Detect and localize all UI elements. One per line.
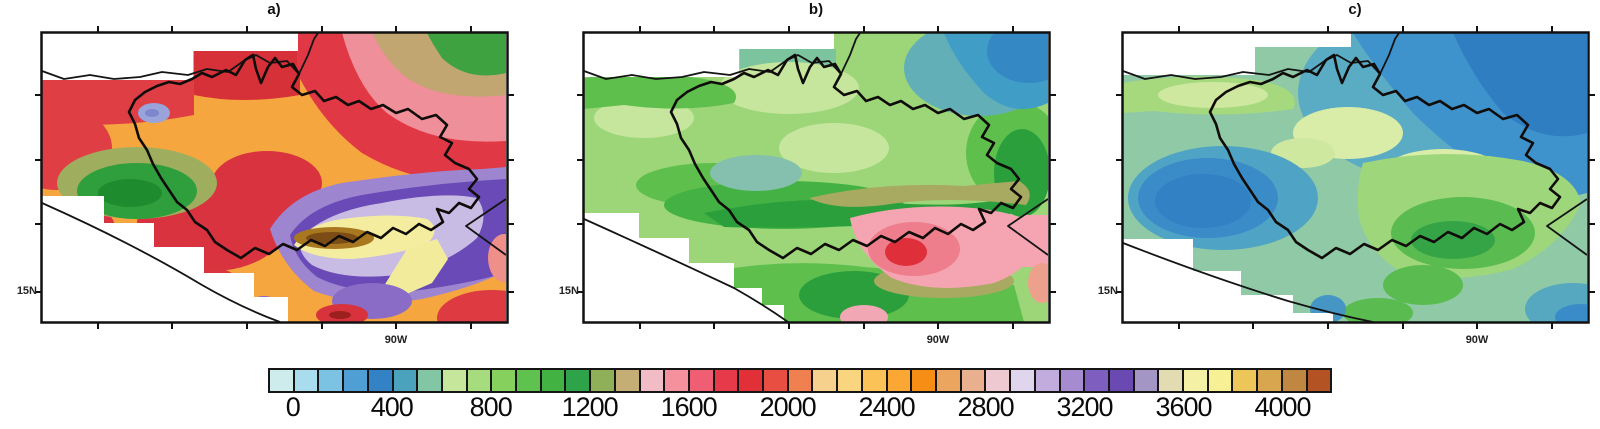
colorbar-cell: [1134, 370, 1160, 391]
colorbar-cell: [1184, 370, 1209, 391]
colorbar-tick-label: 3600: [1155, 392, 1212, 422]
colorbar-cell: [788, 370, 814, 391]
basin-outline: [127, 53, 481, 260]
colorbar-cell: [1208, 370, 1234, 391]
panel-a-title: a): [267, 1, 281, 18]
colorbar-cell: [418, 370, 443, 391]
panel-c-title: c): [1348, 1, 1362, 18]
colorbar-cell: [1307, 370, 1331, 391]
colorbar-cell: [319, 370, 345, 391]
nodata-top-left: [1123, 33, 1351, 75]
colorbar-cell: [1109, 370, 1135, 391]
colorbar-cell: [986, 370, 1012, 391]
nodata-top-left: [584, 33, 834, 77]
coastline-pacific: [584, 218, 789, 322]
colorbar-cell: [1233, 370, 1259, 391]
colorbar-cell: [739, 370, 765, 391]
colorbar-cell: [1035, 370, 1061, 391]
colorbar-tick-label: 3200: [1056, 392, 1114, 422]
map-a-field: [42, 33, 506, 322]
map-panel-a: a): [17, 0, 515, 360]
colorbar-cell: [591, 370, 616, 391]
plot-frame: [40, 31, 509, 324]
colorbar-cells: [268, 368, 1332, 393]
colorbar-cell: [492, 370, 518, 391]
colorbar: 0 400 800 1200 1600 2000 2400 2800 3200 3600 4000: [268, 368, 1332, 424]
colorbar-tick-label: 400: [370, 392, 414, 422]
axis-ticks: [577, 26, 1056, 329]
colorbar-cell: [566, 370, 592, 391]
colorbar-cell: [764, 370, 789, 391]
colorbar-cell: [541, 370, 567, 391]
map-c-canvas: [1116, 26, 1595, 329]
nodata-ocean-sw: [42, 196, 288, 322]
map-c-field: [1123, 33, 1587, 322]
colorbar-cell: [640, 370, 666, 391]
colorbar-cell: [665, 370, 690, 391]
colorbar-cell: [517, 370, 542, 391]
colorbar-cell: [912, 370, 937, 391]
lat-tick-label: 15N: [558, 285, 579, 297]
colorbar-cell: [1282, 370, 1308, 391]
colorbar-tick-label: 0: [285, 392, 301, 422]
colorbar-cell: [1060, 370, 1086, 391]
colorbar-cell: [1085, 370, 1110, 391]
coastline-honduras-wedge: [1007, 198, 1048, 256]
colorbar-cell: [467, 370, 493, 391]
lon-tick-label: 90W: [384, 334, 408, 346]
colorbar-cell: [862, 370, 888, 391]
nodata-top-left: [42, 33, 298, 80]
plot-frame: [582, 31, 1051, 324]
lon-tick-label: 90W: [926, 334, 950, 346]
colorbar-tick-label: 2800: [957, 392, 1015, 422]
colorbar-cell: [294, 370, 320, 391]
colorbar-tick-label: 2000: [759, 392, 817, 422]
plot-frame: [1121, 31, 1590, 324]
colorbar-cell: [1258, 370, 1283, 391]
colorbar-cell: [368, 370, 394, 391]
colorbar-cell: [1159, 370, 1185, 391]
colorbar-tick-label: 4000: [1254, 392, 1311, 422]
colorbar-cell: [442, 370, 468, 391]
colorbar-tick-label: 1600: [660, 392, 718, 422]
map-panel-b: b): [559, 0, 1057, 360]
colorbar-tick-labels: 0 400 800 1200 1600 2000 2400 2800 3200 3600 4000: [268, 392, 1332, 422]
axis-ticks: [35, 26, 514, 329]
coastline-honduras-wedge: [465, 198, 506, 256]
colorbar-cell: [1011, 370, 1036, 391]
colorbar-cell: [393, 370, 419, 391]
colorbar-cell: [714, 370, 740, 391]
colorbar-cell: [838, 370, 863, 391]
lat-tick-label: 15N: [16, 285, 37, 297]
nodata-ocean-sw: [1123, 239, 1333, 322]
coastline-honduras-wedge: [1546, 198, 1587, 256]
colorbar-tick-label: 1200: [561, 392, 619, 422]
map-a-canvas: [35, 26, 514, 329]
colorbar-cell: [689, 370, 715, 391]
panel-b-title: b): [808, 1, 824, 18]
basin-outline: [669, 53, 1023, 260]
basin-outline: [1208, 53, 1562, 260]
map-b-field: [584, 33, 1048, 322]
colorbar-cell: [887, 370, 913, 391]
colorbar-cell: [813, 370, 839, 391]
colorbar-cell: [615, 370, 641, 391]
map-b-canvas: [577, 26, 1056, 329]
colorbar-cell: [936, 370, 962, 391]
lon-tick-label: 90W: [1465, 334, 1489, 346]
map-panel-c: c): [1098, 0, 1596, 360]
lat-tick-label: 15N: [1097, 285, 1118, 297]
colorbar-cell: [344, 370, 369, 391]
colorbar-tick-label: 2400: [858, 392, 916, 422]
axis-ticks: [1116, 26, 1595, 329]
colorbar-cell: [961, 370, 987, 391]
coastline-pacific: [42, 202, 281, 322]
colorbar-cell: [270, 370, 295, 391]
nodata-ocean-sw: [584, 213, 784, 322]
colorbar-tick-label: 800: [469, 392, 513, 422]
coastline-pacific: [1123, 242, 1374, 322]
